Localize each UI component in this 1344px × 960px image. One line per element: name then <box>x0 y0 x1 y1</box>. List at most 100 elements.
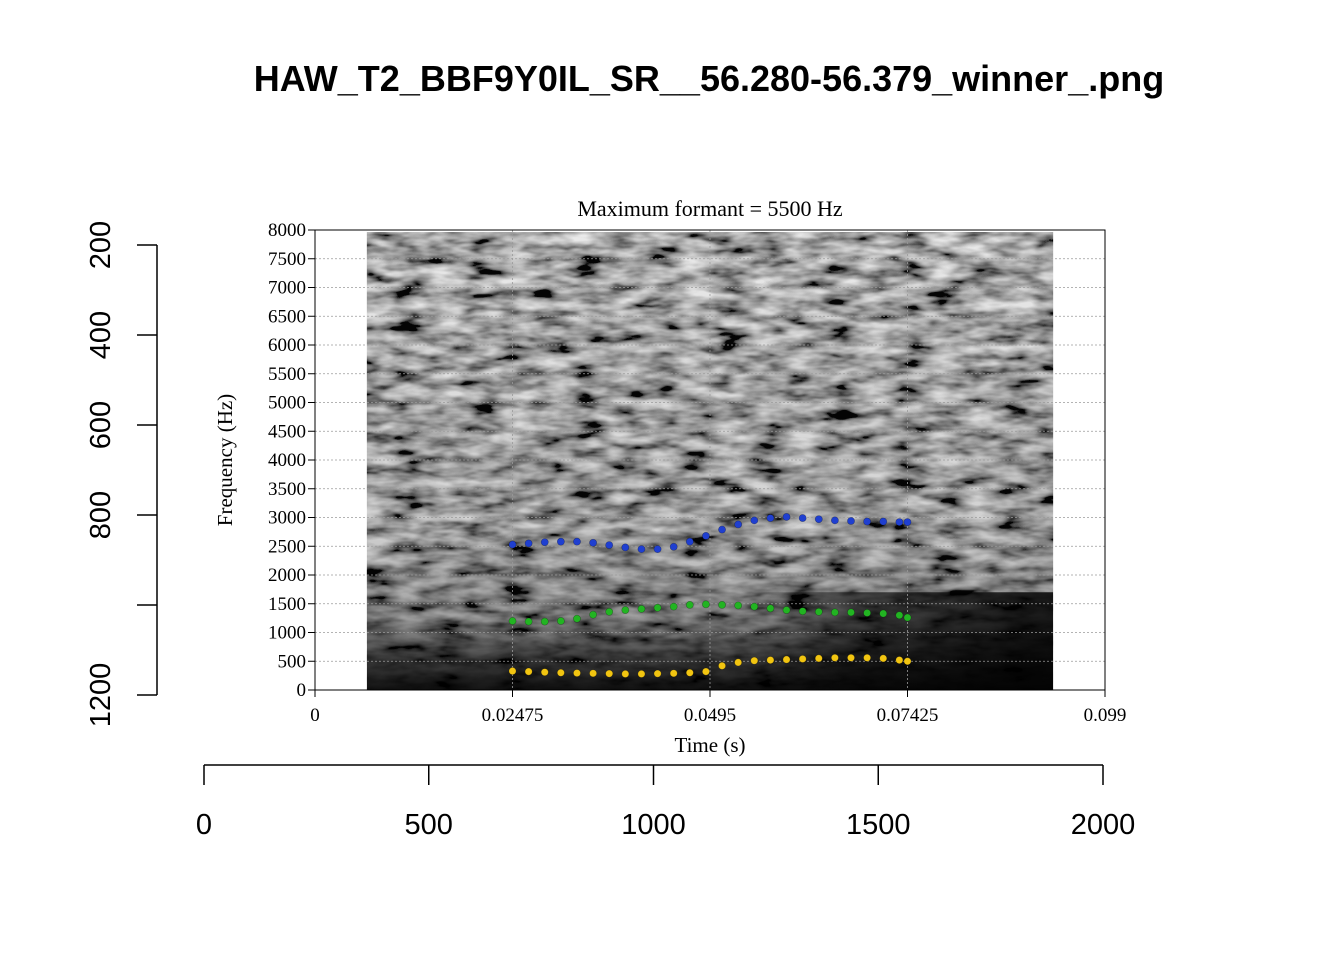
outer-x-tick-label: 0 <box>196 809 212 841</box>
x-tick-label: 0.0495 <box>684 705 736 726</box>
point-f1 <box>573 669 581 677</box>
point-f3 <box>573 537 581 546</box>
y-tick-label: 4500 <box>268 421 306 442</box>
point-f3 <box>605 541 614 549</box>
point-f2 <box>621 606 630 614</box>
point-f3 <box>734 520 743 529</box>
point-f1 <box>734 658 743 667</box>
y-tick-label: 8000 <box>268 220 306 241</box>
point-f3 <box>895 518 904 526</box>
point-f3 <box>903 518 912 526</box>
y-tick-label: 3500 <box>268 479 306 500</box>
point-f3 <box>782 513 791 521</box>
point-f1 <box>750 656 759 665</box>
point-f1 <box>830 653 839 662</box>
point-f2 <box>653 603 662 612</box>
point-f3 <box>830 516 839 525</box>
y-tick-label: 1500 <box>268 594 306 615</box>
point-f2 <box>847 608 855 617</box>
point-f3 <box>847 517 855 525</box>
point-f1 <box>685 668 694 677</box>
point-f3 <box>653 545 662 554</box>
y-tick-label: 4000 <box>268 450 306 471</box>
point-f1 <box>879 654 888 663</box>
point-f2 <box>508 617 517 625</box>
point-f1 <box>540 668 549 677</box>
point-f3 <box>556 537 565 546</box>
point-f1 <box>863 653 872 662</box>
point-f2 <box>766 604 775 613</box>
point-f3 <box>637 545 646 554</box>
point-f2 <box>782 606 791 614</box>
outer-title: HAW_T2_BBF9Y0IL_SR__56.280-56.379_winner… <box>253 58 1165 99</box>
y-tick-label: 2000 <box>268 565 306 586</box>
point-f2 <box>669 602 678 611</box>
x-tick-label: 0 <box>310 705 320 726</box>
outer-y-tick-label: 400 <box>85 311 117 359</box>
point-f2 <box>863 609 872 617</box>
point-f3 <box>766 514 775 522</box>
point-f2 <box>605 607 614 616</box>
point-f1 <box>798 655 807 663</box>
point-f2 <box>814 607 823 616</box>
point-f1 <box>702 667 710 676</box>
outer-y-tick-label: 200 <box>85 221 117 269</box>
point-f1 <box>524 667 533 676</box>
formant-chart: Maximum formant = 5500 Hz 0 500 1000 1500 200… <box>213 196 1126 757</box>
point-f1 <box>782 655 791 664</box>
chart-title: Maximum formant = 5500 Hz <box>577 196 843 221</box>
y-tick-label: 0 <box>297 680 307 701</box>
point-f1 <box>605 669 614 678</box>
point-f2 <box>750 602 759 611</box>
point-f3 <box>685 537 694 546</box>
y-tick-label: 6500 <box>268 306 306 327</box>
y-tick-label: 3000 <box>268 508 306 529</box>
point-f1 <box>637 670 646 678</box>
point-f2 <box>734 601 743 610</box>
y-tick-label: 2500 <box>268 536 306 557</box>
outer-x-tick-label: 1500 <box>846 809 911 841</box>
series-f1 <box>508 653 912 678</box>
y-axis-label: Frequency (Hz) <box>213 394 237 526</box>
point-f2 <box>556 617 565 625</box>
y-tick-label: 5500 <box>268 364 306 385</box>
point-f1 <box>556 668 565 677</box>
point-f3 <box>589 538 597 547</box>
point-f2 <box>903 613 912 622</box>
outer-y-tick-label: 600 <box>85 401 117 449</box>
y-tick-label: 5000 <box>268 393 306 414</box>
point-f2 <box>830 608 839 617</box>
spectrogram <box>366 232 1054 690</box>
point-f1 <box>847 653 855 662</box>
series-f2 <box>508 600 912 626</box>
x-tick-label: 0.07425 <box>877 705 939 726</box>
point-f3 <box>863 517 872 526</box>
outer-x-tick-label: 500 <box>405 809 453 841</box>
point-f2 <box>702 600 710 609</box>
point-f1 <box>508 667 517 675</box>
x-tick-label: 0.099 <box>1084 705 1127 726</box>
point-f2 <box>879 609 888 618</box>
y-tick-label: 7000 <box>268 278 306 299</box>
point-f1 <box>895 656 904 664</box>
point-f3 <box>702 532 710 540</box>
point-f3 <box>508 540 517 549</box>
y-tick-label: 500 <box>278 651 307 672</box>
point-f1 <box>814 654 823 663</box>
outer-x-tick-label: 2000 <box>1071 809 1136 841</box>
point-f1 <box>621 670 630 678</box>
point-f1 <box>718 661 726 670</box>
point-f2 <box>524 617 533 626</box>
point-f3 <box>540 538 549 547</box>
point-f3 <box>621 543 630 552</box>
outer-y-tick-label: 1200 <box>85 663 117 728</box>
point-f2 <box>798 607 807 616</box>
point-f1 <box>589 669 597 678</box>
point-f3 <box>798 514 807 522</box>
y-tick-label: 6000 <box>268 335 306 356</box>
point-f3 <box>524 539 533 548</box>
series-f3 <box>508 513 912 554</box>
point-f1 <box>669 669 678 678</box>
x-axis-label: Time (s) <box>675 733 746 757</box>
